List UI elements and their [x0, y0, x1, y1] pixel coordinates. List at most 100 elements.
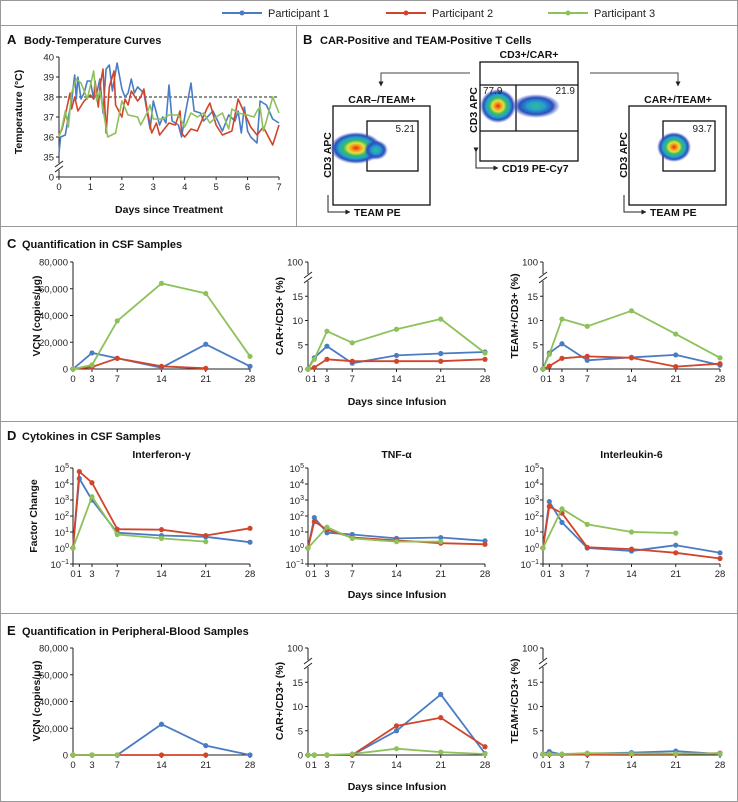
- axis-break-mark: [538, 276, 548, 284]
- x-tick-label: 0: [56, 182, 61, 193]
- x-axis-label: TEAM PE: [650, 207, 697, 219]
- chart-title: Interleukin-6: [600, 449, 663, 461]
- data-point-participant-2: [114, 355, 120, 361]
- x-tick-label: 7: [585, 569, 590, 580]
- y-tick-label: 100: [287, 258, 303, 269]
- data-point-participant-2: [203, 532, 209, 539]
- y-tick-label: 36: [43, 133, 54, 144]
- exponent: 5: [300, 463, 304, 470]
- data-point-participant-3: [89, 362, 95, 368]
- data-point-participant-1: [247, 752, 253, 758]
- x-tick-label: 0: [540, 760, 545, 771]
- data-point-participant-3: [540, 366, 546, 372]
- x-tick-label: 0: [305, 760, 310, 771]
- x-tick-label: 3: [89, 374, 94, 385]
- x-tick-label: 1: [547, 760, 552, 771]
- data-point-participant-3: [203, 290, 209, 297]
- data-point-participant-2: [628, 355, 635, 361]
- legend-label: Participant 3: [594, 8, 655, 20]
- data-point-participant-1: [247, 539, 253, 545]
- data-point-participant-3: [114, 531, 120, 538]
- panel-letter-d: D: [7, 428, 16, 443]
- y-tick-label: 101: [290, 527, 305, 539]
- y-tick-label: 105: [525, 463, 540, 475]
- data-point-participant-3: [89, 752, 95, 758]
- chart-0: 0 1 2 3 4 5 6 7 0 35 36 37 38 39 40 Temperature (°C) Day…: [13, 53, 282, 217]
- x-tick-label: 7: [276, 182, 281, 193]
- x-tick-label: 14: [156, 569, 167, 580]
- y-axis-title: TEAM+/CD3+ (%): [509, 273, 521, 358]
- data-point-participant-2: [158, 527, 165, 533]
- x-tick-label: 0: [70, 569, 75, 580]
- chart-7: 0 3 7 14 21 28 0 20,000 40,000 60,000 80,000 VCN (c…: [31, 644, 255, 772]
- data-point-participant-1: [559, 519, 565, 525]
- y-tick-label: 37: [43, 113, 54, 124]
- data-point-participant-1: [311, 514, 317, 521]
- data-point-participant-1: [559, 341, 565, 347]
- data-point-participant-3: [158, 535, 165, 541]
- x-tick-label: 0: [305, 569, 310, 580]
- x-tick-label: 3: [151, 182, 156, 193]
- y-tick-label: 100: [522, 258, 538, 269]
- y-tick-label: 102: [525, 511, 540, 523]
- data-point-participant-3: [540, 751, 546, 757]
- x-tick-label: 7: [585, 374, 590, 385]
- exponent: 2: [535, 511, 539, 518]
- data-point-participant-2: [584, 353, 590, 359]
- x-tick-label: 21: [200, 569, 211, 580]
- x-tick-label: 3: [324, 374, 329, 385]
- gate-value: 5.21: [396, 124, 416, 135]
- legend: Participant 1 Participant 2 Participant …: [222, 8, 655, 20]
- data-point-participant-1: [158, 721, 165, 727]
- y-tick-label: 100: [55, 543, 70, 555]
- x-tick-label: 7: [115, 760, 120, 771]
- x-tick-label: 21: [670, 374, 681, 385]
- data-point-participant-3: [559, 316, 565, 322]
- data-point-participant-1: [717, 550, 723, 556]
- x-tick-label: 28: [245, 374, 256, 385]
- data-point-participant-2: [393, 723, 400, 729]
- data-point-participant-2: [546, 503, 552, 509]
- y-tick-label: 20,000: [39, 724, 68, 735]
- panel-letter-c: C: [7, 236, 17, 251]
- flow-plot-center: CD3+/CAR+ 77.9 21.9 CD3 APC CD19 PE-Cy7: [468, 49, 579, 175]
- x-tick-label: 28: [245, 569, 256, 580]
- data-point-participant-2: [584, 544, 590, 550]
- data-point-participant-2: [673, 550, 679, 556]
- data-point-participant-3: [673, 750, 679, 757]
- data-point-participant-2: [482, 744, 488, 750]
- data-point-participant-2: [311, 518, 317, 525]
- y-tick-label: 105: [55, 463, 70, 475]
- x-tick-label: 0: [70, 760, 75, 771]
- data-point-participant-3: [584, 750, 590, 756]
- gate-title: CD3+/CAR+: [500, 49, 559, 61]
- x-tick-label: 2: [119, 182, 124, 193]
- x-tick-label: 3: [89, 760, 94, 771]
- data-point-participant-3: [393, 539, 400, 545]
- panel-title-a: Body-Temperature Curves: [24, 35, 161, 47]
- y-tick-label: 10: [292, 702, 303, 713]
- x-axis-title-e: Days since Infusion: [348, 781, 447, 793]
- y-tick-label: 100: [290, 543, 305, 555]
- data-point-participant-2: [349, 358, 355, 364]
- y-tick-label: 5: [298, 340, 303, 351]
- x-tick-label: 14: [626, 374, 637, 385]
- axis-break-mark: [538, 271, 548, 279]
- legend-item-participant-3: Participant 3: [548, 8, 655, 20]
- data-point-participant-3: [393, 746, 400, 752]
- x-tick-label: 28: [245, 760, 256, 771]
- data-point-participant-3: [546, 351, 552, 358]
- x-tick-label: 1: [77, 569, 82, 580]
- data-point-participant-1: [673, 542, 679, 548]
- data-point-participant-1: [673, 352, 679, 358]
- data-point-participant-3: [114, 752, 120, 758]
- y-tick-label: 0: [533, 751, 538, 762]
- data-point-participant-2: [158, 363, 165, 369]
- data-point-participant-2: [559, 355, 565, 361]
- data-point-participant-2: [438, 358, 444, 364]
- data-point-participant-2: [673, 363, 679, 370]
- exponent: −1: [531, 559, 539, 566]
